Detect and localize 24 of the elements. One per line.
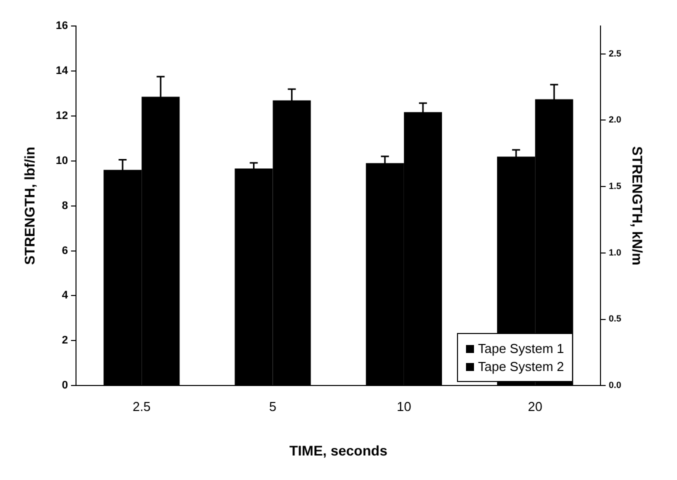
y-tick-label: 0 <box>62 380 68 392</box>
x-tick-label: 10 <box>396 398 412 414</box>
y-tick-label: 16 <box>56 20 68 32</box>
y-tick-label: 2 <box>62 334 68 347</box>
legend-label: Tape System 2 <box>478 359 564 374</box>
legend-label: Tape System 1 <box>478 341 564 356</box>
y-tick-label: 8 <box>62 200 68 212</box>
y2-axis-title: STRENGTH, kN/m <box>630 146 646 266</box>
y2-tick-label: 1.0 <box>608 247 622 258</box>
x-tick-label: 20 <box>528 398 542 414</box>
y-tick-label: 14 <box>56 64 69 77</box>
y2-tick-label: 0.0 <box>608 380 622 390</box>
x-tick-label: 5 <box>269 398 276 414</box>
y-tick-label: 4 <box>62 290 69 302</box>
y2-tick-label: 2.5 <box>608 48 622 58</box>
y-tick-label: 6 <box>62 244 68 257</box>
y2-tick-label: 1.5 <box>608 181 622 192</box>
x-axis-title: TIME, seconds <box>289 442 388 458</box>
y2-tick-label: 2.0 <box>608 114 622 125</box>
y2-tick-label: 0.5 <box>608 314 622 324</box>
y-tick-label: 12 <box>56 110 68 122</box>
x-tick-label: 2.5 <box>132 398 151 414</box>
y-tick-label: 10 <box>56 154 68 167</box>
y-axis-title: STRENGTH, lbf/in <box>21 146 38 265</box>
